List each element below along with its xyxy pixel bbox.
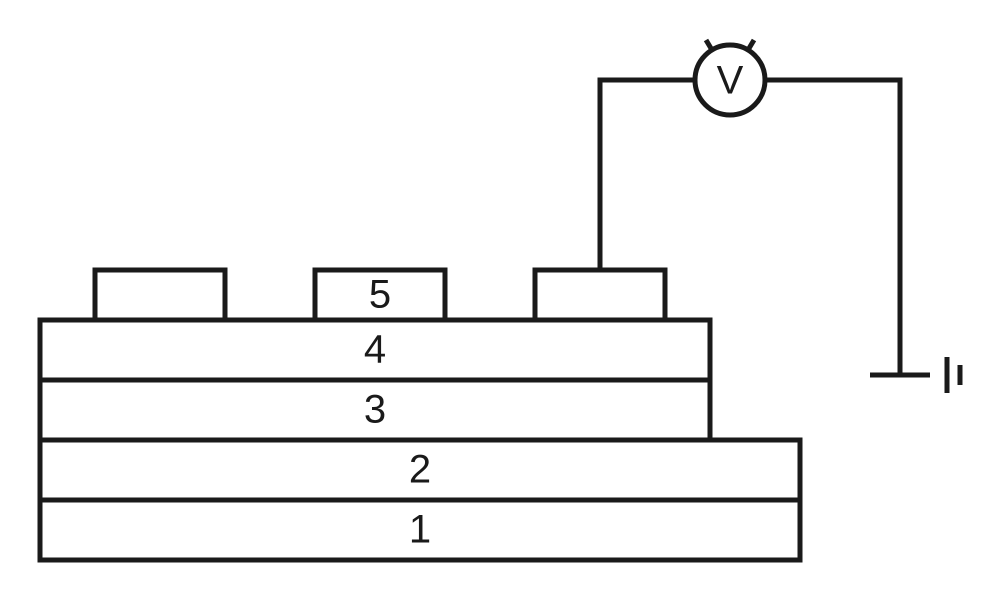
device-schematic: V 12345 bbox=[0, 0, 1000, 600]
voltmeter-label: V bbox=[717, 59, 744, 103]
voltmeter-tick-1 bbox=[748, 40, 754, 50]
layer3-label: 3 bbox=[364, 388, 386, 432]
wiring bbox=[600, 80, 900, 375]
labels: 12345 bbox=[364, 273, 431, 552]
voltmeter-tick-0 bbox=[706, 40, 712, 50]
block-a bbox=[95, 270, 225, 320]
layer2-label: 2 bbox=[409, 448, 431, 492]
wire-meter-to-block bbox=[600, 80, 695, 270]
block-c bbox=[535, 270, 665, 320]
top-blocks-label: 5 bbox=[369, 273, 391, 317]
layer4-label: 4 bbox=[364, 328, 386, 372]
wire-meter-to-ground bbox=[765, 80, 900, 375]
layer1-label: 1 bbox=[409, 508, 431, 552]
voltmeter: V bbox=[695, 40, 765, 115]
ground-symbol bbox=[870, 357, 960, 393]
